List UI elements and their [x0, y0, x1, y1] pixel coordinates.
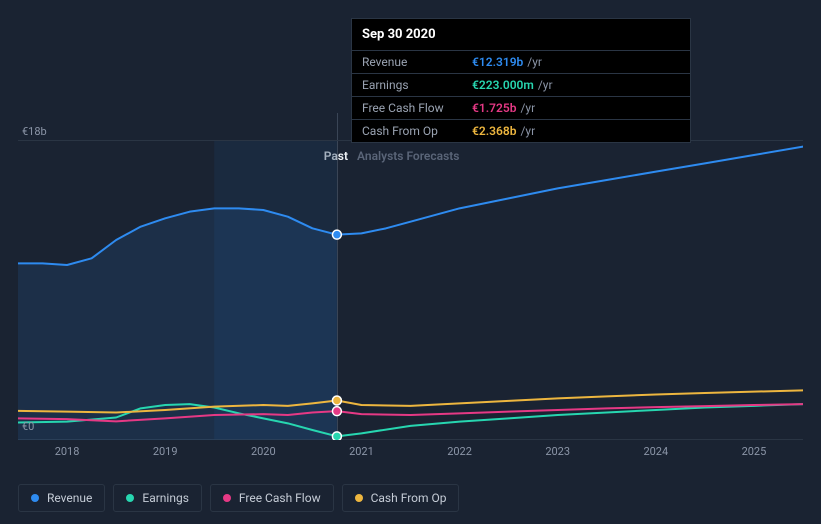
- legend-dot-icon: [31, 494, 39, 502]
- tooltip-row-label: Revenue: [362, 55, 472, 69]
- chart-svg: [18, 140, 803, 440]
- x-tick-label: 2023: [545, 445, 570, 458]
- legend-dot-icon: [126, 494, 134, 502]
- legend-item[interactable]: Earnings: [113, 484, 202, 512]
- tooltip-row: Revenue€12.319b/yr: [352, 51, 690, 74]
- tooltip-row-value: €2.368b: [472, 124, 516, 138]
- legend-dot-icon: [223, 494, 231, 502]
- x-tick-label: 2021: [349, 445, 374, 458]
- y-tick-top: €18b: [22, 125, 47, 138]
- legend-label: Free Cash Flow: [239, 491, 321, 505]
- legend-label: Revenue: [47, 491, 92, 505]
- x-tick-label: 2018: [55, 445, 80, 458]
- chart-tooltip: Sep 30 2020 Revenue€12.319b/yrEarnings€2…: [351, 18, 691, 143]
- tooltip-row-suffix: /yr: [520, 101, 535, 115]
- legend-item[interactable]: Cash From Op: [342, 484, 460, 512]
- x-tick-label: 2025: [742, 445, 767, 458]
- tooltip-row: Earnings€223.000m/yr: [352, 74, 690, 97]
- legend-item[interactable]: Free Cash Flow: [210, 484, 334, 512]
- tooltip-row-label: Earnings: [362, 78, 472, 92]
- x-tick-label: 2019: [153, 445, 178, 458]
- tooltip-row-suffix: /yr: [538, 78, 553, 92]
- legend-dot-icon: [355, 494, 363, 502]
- tooltip-date: Sep 30 2020: [352, 19, 690, 51]
- tooltip-row: Free Cash Flow€1.725b/yr: [352, 97, 690, 120]
- tooltip-row-value: €1.725b: [472, 101, 516, 115]
- tooltip-row-value: €12.319b: [472, 55, 523, 69]
- legend-label: Earnings: [142, 491, 189, 505]
- legend-item[interactable]: Revenue: [18, 484, 105, 512]
- x-axis-labels: 2018 2019 2020 2021 2022 2023 2024 2025: [18, 445, 803, 465]
- x-tick-label: 2022: [447, 445, 472, 458]
- legend-label: Cash From Op: [371, 491, 447, 505]
- chart-plot: [18, 140, 803, 440]
- x-tick-label: 2024: [643, 445, 668, 458]
- tooltip-row-label: Cash From Op: [362, 124, 472, 138]
- x-tick-label: 2020: [251, 445, 276, 458]
- tooltip-row-value: €223.000m: [472, 78, 534, 92]
- tooltip-row-label: Free Cash Flow: [362, 101, 472, 115]
- tooltip-row-suffix: /yr: [520, 124, 535, 138]
- tooltip-row: Cash From Op€2.368b/yr: [352, 120, 690, 142]
- chart-legend: Revenue Earnings Free Cash Flow Cash From O…: [18, 484, 459, 512]
- tooltip-rows: Revenue€12.319b/yrEarnings€223.000m/yrFr…: [352, 51, 690, 142]
- y-tick-bottom: €0: [22, 420, 34, 433]
- tooltip-row-suffix: /yr: [527, 55, 542, 69]
